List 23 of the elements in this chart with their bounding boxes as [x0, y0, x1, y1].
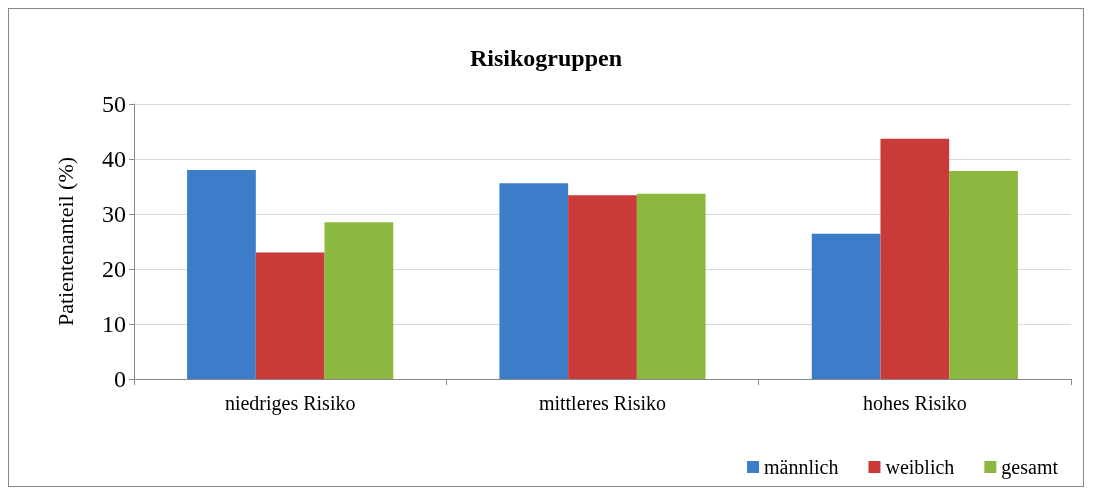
y-tick-label: 10: [102, 311, 126, 337]
y-tick-label: 20: [102, 256, 126, 282]
y-tick-label: 40: [102, 146, 126, 172]
bar: [949, 171, 1018, 379]
x-tick-label: mittleres Risiko: [538, 392, 667, 414]
bar: [811, 233, 881, 379]
bar: [636, 193, 706, 379]
bar: [880, 138, 950, 379]
bar: [324, 222, 394, 379]
legend-label: weiblich: [885, 456, 955, 478]
chart-title: Risikogruppen: [469, 45, 623, 71]
bar: [255, 252, 325, 379]
legend-label: gesamt: [1001, 456, 1059, 479]
y-tick-label: 0: [114, 366, 126, 392]
bar: [568, 195, 637, 379]
bar: [187, 170, 256, 379]
y-axis-title: Patientenanteil (%): [52, 156, 78, 327]
legend-label: männlich: [764, 456, 839, 478]
x-tick-label: hohes Risiko: [862, 392, 967, 414]
bar: [499, 183, 569, 379]
y-tick-label: 30: [102, 201, 126, 227]
y-tick-label: 50: [102, 91, 126, 117]
x-tick-label: niedriges Risiko: [224, 392, 356, 415]
